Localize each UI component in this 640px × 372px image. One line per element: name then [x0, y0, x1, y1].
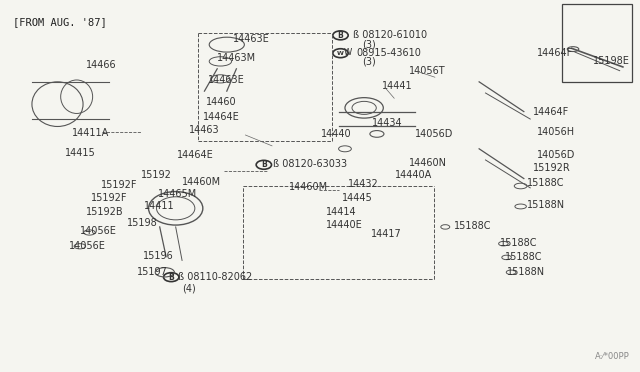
Text: 14434: 14434	[372, 118, 403, 128]
Text: 14411A: 14411A	[72, 128, 109, 138]
Text: 14056E: 14056E	[80, 227, 116, 236]
Text: ß 08120-63033: ß 08120-63033	[273, 159, 347, 169]
Text: W: W	[344, 48, 352, 57]
Text: B: B	[168, 273, 174, 282]
Text: 14464E: 14464E	[177, 151, 214, 160]
Text: 14417: 14417	[371, 230, 401, 239]
Text: 15198E: 15198E	[593, 56, 630, 65]
Text: B: B	[261, 160, 267, 169]
Text: 14441: 14441	[382, 81, 413, 90]
Text: 14415: 14415	[65, 148, 96, 157]
Text: 08915-43610: 08915-43610	[356, 48, 421, 58]
Text: [FROM AUG. '87]: [FROM AUG. '87]	[13, 17, 106, 27]
Text: 14411: 14411	[144, 202, 174, 211]
Text: 15196: 15196	[143, 251, 173, 260]
Text: A·⁄*00PP: A·⁄*00PP	[595, 352, 629, 361]
Text: (4): (4)	[182, 283, 196, 293]
Text: 14463M: 14463M	[217, 53, 257, 62]
Text: 15188C: 15188C	[527, 178, 564, 188]
Text: 14056T: 14056T	[409, 66, 445, 76]
Text: 14445: 14445	[342, 193, 372, 203]
Text: 15192B: 15192B	[86, 207, 124, 217]
Text: 15188N: 15188N	[507, 267, 545, 276]
Text: 15188C: 15188C	[454, 221, 491, 231]
Text: 14465M: 14465M	[159, 189, 198, 199]
Text: 15188C: 15188C	[505, 252, 542, 262]
Text: 15192R: 15192R	[533, 163, 571, 173]
Text: B: B	[338, 31, 344, 40]
Text: 14414: 14414	[326, 207, 356, 217]
Text: 14463: 14463	[188, 125, 219, 135]
Text: 15197: 15197	[138, 267, 168, 276]
Text: 14056H: 14056H	[536, 127, 575, 137]
Text: ß 08110-82062: ß 08110-82062	[177, 272, 252, 282]
Text: 15188N: 15188N	[527, 201, 565, 210]
Text: 14440A: 14440A	[395, 170, 432, 180]
Text: 14460: 14460	[206, 97, 237, 107]
Text: (3): (3)	[362, 40, 376, 49]
Text: 14460M: 14460M	[182, 177, 221, 187]
Text: 14432: 14432	[348, 179, 379, 189]
Text: 14460N: 14460N	[409, 158, 447, 167]
Text: 15192: 15192	[141, 170, 172, 180]
Text: 14056E: 14056E	[69, 241, 106, 250]
Text: 14464F: 14464F	[536, 48, 573, 58]
Text: 15192F: 15192F	[101, 180, 138, 190]
Text: ß 08120-61010: ß 08120-61010	[353, 31, 427, 40]
Text: 14464F: 14464F	[533, 107, 570, 116]
Text: 14460M: 14460M	[289, 182, 328, 192]
Text: 14440E: 14440E	[326, 220, 362, 230]
Text: 14463E: 14463E	[207, 75, 244, 85]
Text: 15198: 15198	[127, 218, 157, 228]
Text: 14466: 14466	[86, 60, 117, 70]
Text: 14056D: 14056D	[536, 150, 575, 160]
Text: (3): (3)	[362, 57, 376, 66]
Text: W: W	[337, 51, 344, 56]
Text: 14056D: 14056D	[415, 129, 454, 139]
Text: 14464E: 14464E	[202, 112, 239, 122]
Text: 15188C: 15188C	[500, 238, 538, 247]
Text: 15192F: 15192F	[92, 193, 128, 203]
Text: 14463E: 14463E	[233, 34, 270, 44]
Bar	[562, 4, 632, 82]
Text: 14440: 14440	[321, 129, 351, 139]
